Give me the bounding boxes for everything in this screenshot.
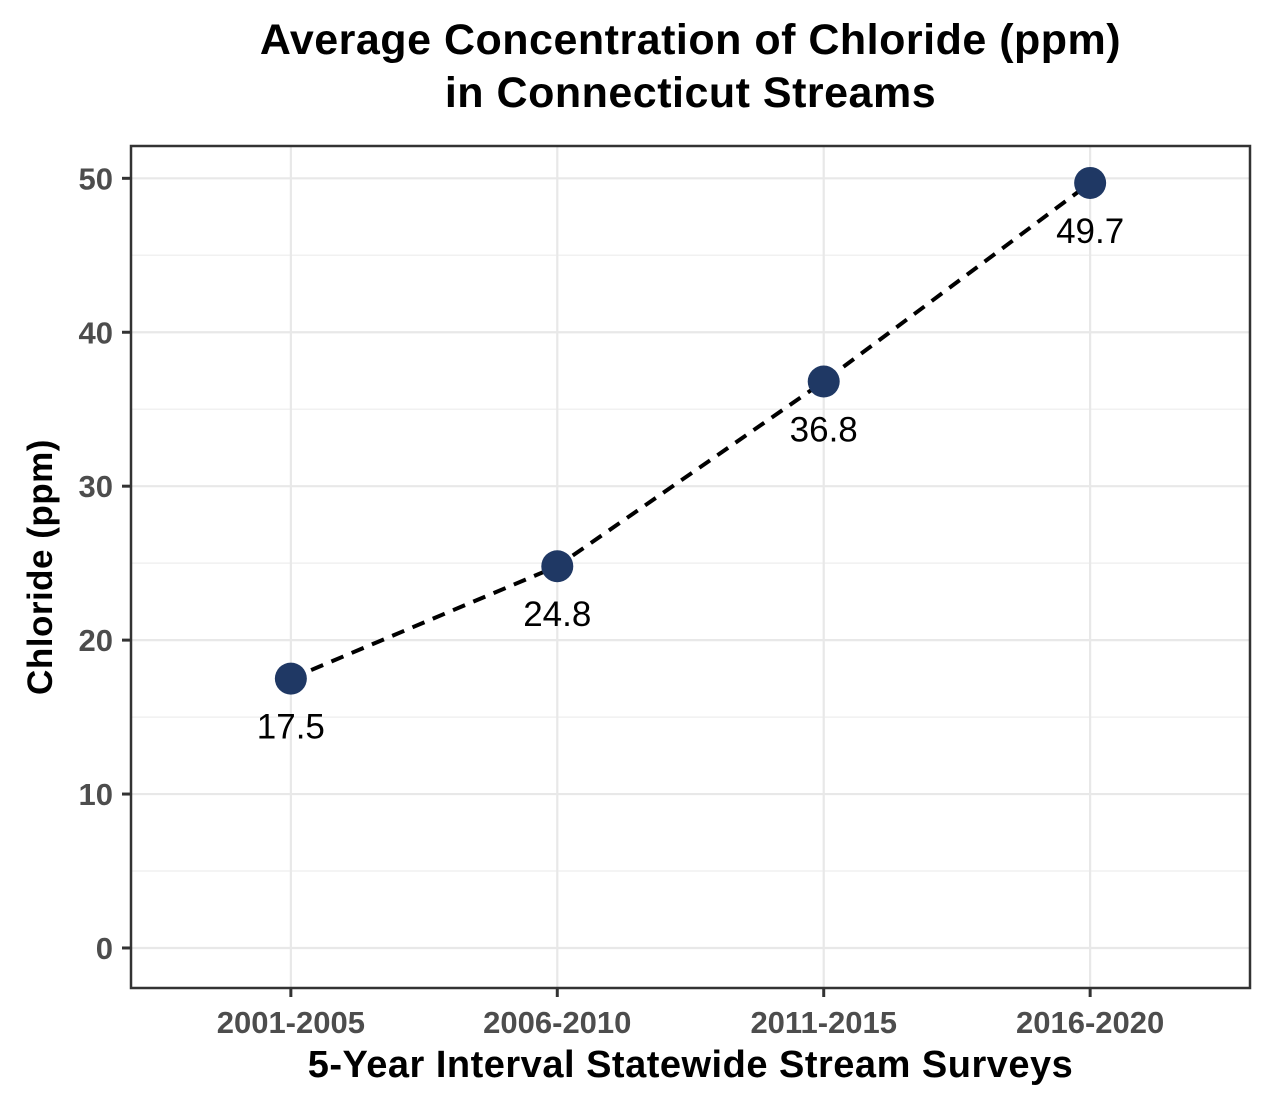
plot-panel-background	[131, 146, 1250, 988]
y-axis-title: Chloride (ppm)	[21, 439, 60, 695]
x-tick-label: 2001-2005	[217, 1005, 365, 1040]
chart-title-line1: Average Concentration of Chloride (ppm)	[259, 16, 1122, 64]
x-tick-label: 2011-2015	[750, 1005, 897, 1040]
x-axis-title: 5-Year Interval Statewide Stream Surveys	[307, 1044, 1074, 1086]
data-point-2006-2010	[541, 550, 574, 583]
y-tick-label: 0	[96, 931, 113, 966]
x-tick-label: 2016-2020	[1016, 1005, 1164, 1040]
point-label: 24.8	[523, 595, 591, 634]
chart-title: Average Concentration of Chloride (ppm) …	[131, 14, 1250, 120]
point-label: 36.8	[790, 411, 858, 450]
y-tick-label: 10	[79, 777, 113, 812]
data-point-2016-2020	[1074, 166, 1107, 199]
data-point-2011-2015	[807, 365, 840, 398]
point-label: 17.5	[257, 708, 325, 747]
data-point-2001-2005	[274, 662, 307, 695]
trend-line	[290, 181, 1092, 681]
x-tick-label: 2006-2010	[483, 1005, 631, 1040]
point-label: 49.7	[1056, 212, 1124, 251]
plot-panel-border	[129, 144, 1252, 990]
y-tick-label: 20	[79, 623, 113, 658]
y-tick-label: 40	[79, 315, 113, 350]
y-tick-label: 30	[79, 469, 113, 504]
y-tick-label: 50	[79, 161, 113, 196]
chart-title-line2: in Connecticut Streams	[444, 69, 937, 117]
